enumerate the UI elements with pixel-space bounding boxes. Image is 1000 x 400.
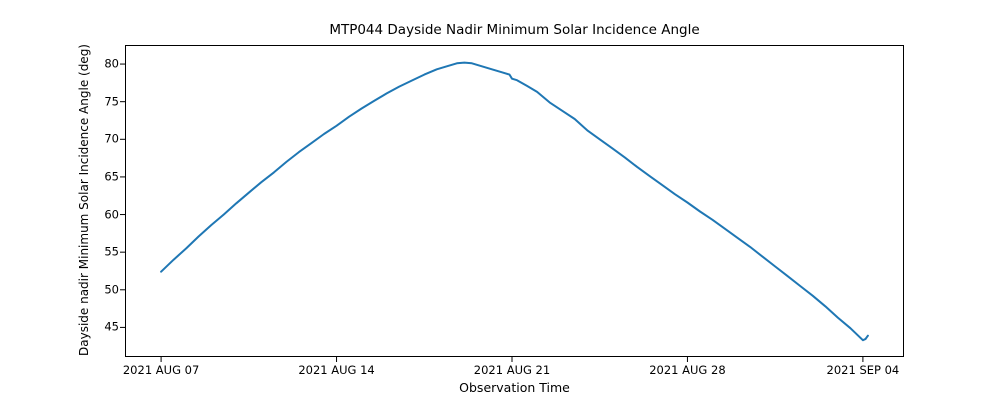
line-chart [120, 61, 869, 362]
x-axis-label: Observation Time [459, 380, 570, 395]
y-tick-label: 55 [104, 244, 119, 259]
chart-title: MTP044 Dayside Nadir Minimum Solar Incid… [329, 22, 700, 38]
y-axis-label: Dayside nadir Minimum Solar Incidence An… [77, 44, 91, 356]
x-tick-label: 2021 AUG 07 [122, 362, 200, 377]
y-tick-label: 45 [104, 319, 119, 334]
y-tick-label: 70 [104, 131, 119, 146]
y-tick-label: 50 [104, 282, 119, 297]
y-tick-label: 65 [104, 169, 119, 184]
x-tick-label: 2021 SEP 04 [826, 362, 900, 377]
y-tick-label: 80 [104, 56, 119, 71]
x-tick-label: 2021 AUG 14 [298, 362, 375, 377]
plot-area [120, 45, 904, 362]
y-tick-label: 60 [104, 207, 119, 222]
x-tick-label: 2021 AUG 28 [649, 362, 726, 377]
x-tick-label: 2021 AUG 21 [473, 362, 551, 377]
y-tick-label: 75 [104, 94, 119, 109]
data-line [160, 61, 869, 342]
